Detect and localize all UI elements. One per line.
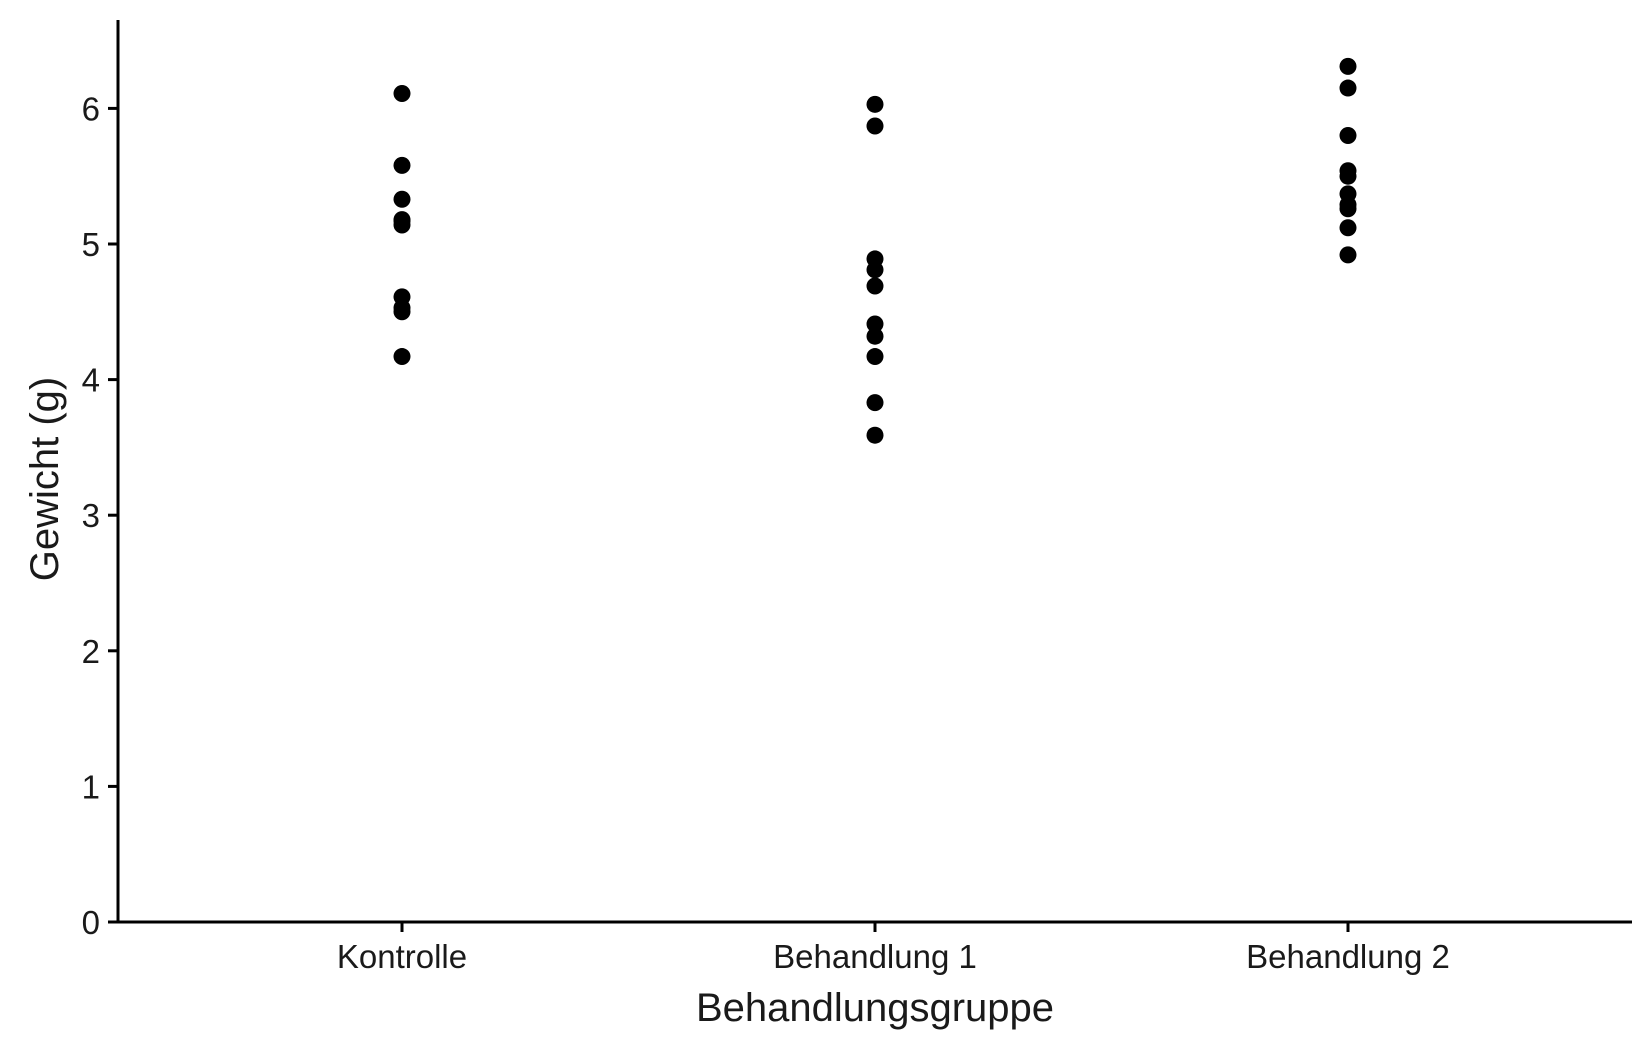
data-point <box>393 211 411 229</box>
x-axis-ticks: Kontrolle Behandlung 1 Behandlung 2 <box>337 922 1450 975</box>
y-tick-label: 3 <box>82 497 100 534</box>
data-point <box>866 327 884 345</box>
x-tick-label: Behandlung 2 <box>1246 938 1450 975</box>
y-tick-label: 4 <box>82 362 100 399</box>
x-tick-label: Behandlung 1 <box>773 938 977 975</box>
data-point <box>393 348 411 366</box>
data-point <box>1339 57 1357 75</box>
data-point <box>866 277 884 295</box>
y-tick-label: 1 <box>82 768 100 805</box>
data-point <box>866 117 884 135</box>
data-point <box>1339 246 1357 264</box>
y-axis-ticks: 0 1 2 3 4 5 6 <box>82 90 118 941</box>
data-point <box>866 250 884 268</box>
y-tick-label: 2 <box>82 633 100 670</box>
y-tick-label: 5 <box>82 226 100 263</box>
y-tick-label: 0 <box>82 904 100 941</box>
x-tick-label: Kontrolle <box>337 938 467 975</box>
data-point <box>866 95 884 113</box>
data-point <box>1339 127 1357 145</box>
x-axis-title: Behandlungsgruppe <box>696 986 1054 1030</box>
data-point <box>393 84 411 102</box>
data-point <box>866 348 884 366</box>
data-point <box>1339 79 1357 97</box>
data-point <box>1339 185 1357 203</box>
data-point <box>866 394 884 412</box>
axes <box>116 20 1632 924</box>
data-point <box>1339 219 1357 237</box>
y-axis-title: Gewicht (g) <box>23 377 67 582</box>
data-point <box>866 315 884 333</box>
data-points <box>393 57 1357 444</box>
y-tick-label: 6 <box>82 90 100 127</box>
data-point <box>393 156 411 174</box>
data-point <box>1339 162 1357 180</box>
data-point <box>393 288 411 306</box>
data-point <box>866 426 884 444</box>
data-point <box>393 190 411 208</box>
